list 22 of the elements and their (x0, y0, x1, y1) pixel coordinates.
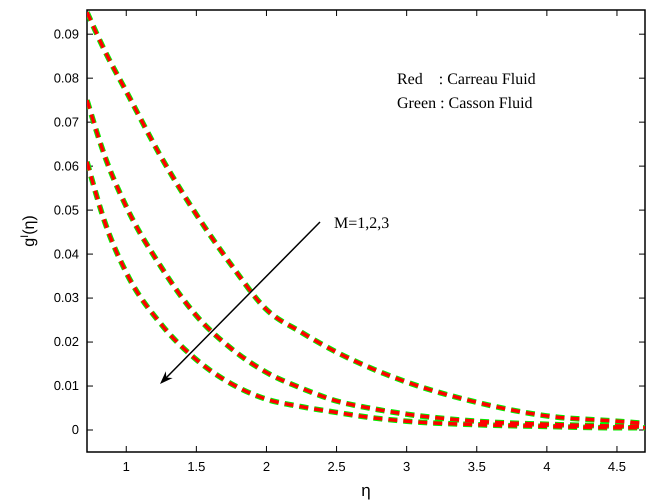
x-tick-label: 2.5 (328, 459, 346, 474)
annotation: Green : Casson Fluid (397, 95, 533, 112)
y-tick-label: 0.04 (54, 246, 79, 262)
y-tick-label: 0.09 (54, 26, 79, 42)
x-tick-label: 1.5 (187, 459, 206, 474)
y-tick-label: 0.08 (54, 70, 79, 86)
x-tick-label: 3.5 (468, 459, 486, 474)
y-tick-label: 0.02 (54, 334, 79, 350)
y-tick-label: 0.07 (54, 114, 79, 130)
y-tick-label: 0 (72, 422, 79, 438)
y-tick-label: 0.01 (54, 378, 79, 394)
annotation: M=1,2,3 (334, 215, 390, 232)
x-axis-title: η (361, 481, 371, 500)
x-tick-label: 2 (262, 459, 270, 474)
x-tick-label: 4 (543, 459, 550, 474)
annotation: Red : Carreau Fluid (397, 71, 536, 88)
y-tick-label: 0.03 (54, 290, 79, 306)
y-tick-label: 0.06 (54, 158, 79, 174)
y-tick-label: 0.05 (54, 202, 79, 218)
x-tick-label: 3 (403, 459, 410, 474)
x-tick-label: 4.5 (608, 459, 626, 474)
x-tick-label: 1 (122, 459, 130, 474)
